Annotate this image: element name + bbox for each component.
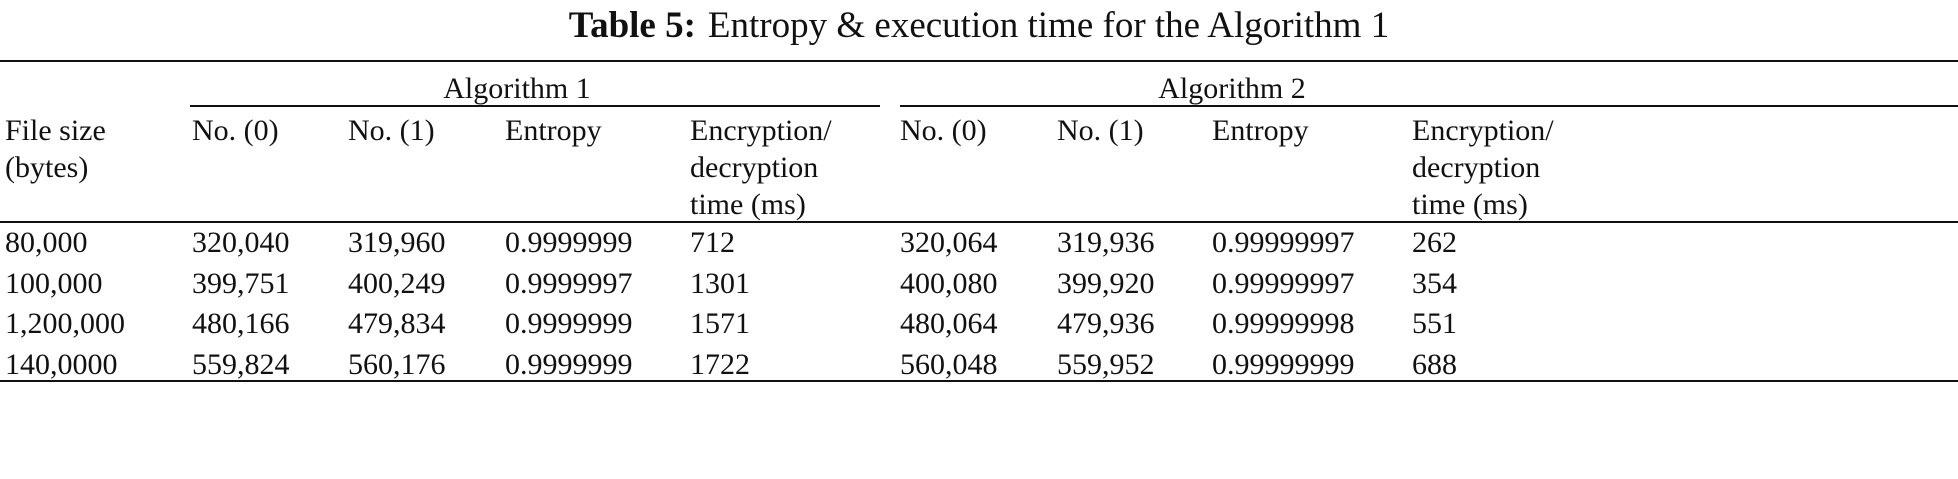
group-header: Algorithm 1 [443, 72, 591, 105]
table-cell: 560,176 [348, 347, 446, 381]
column-header: Entropy [505, 114, 602, 147]
table-cell: 0.99999997 [1212, 266, 1355, 300]
top-rule [0, 60, 1958, 62]
table-caption: Table 5: Entropy & execution time for the… [0, 4, 1958, 47]
table-cell: 0.9999999 [505, 307, 633, 340]
caption-text: Entropy & execution time for the Algorit… [707, 5, 1390, 46]
column-header: File size [5, 114, 106, 147]
table-cell: 480,064 [900, 307, 998, 340]
table-cell: 320,040 [192, 226, 290, 259]
table-cell: 551 [1412, 307, 1457, 340]
table-cell: 0.9999997 [505, 266, 633, 300]
table-cell: 319,936 [1057, 226, 1155, 259]
table-cell: 140,0000 [5, 347, 118, 381]
table-cell: 480,166 [192, 307, 290, 340]
table-cell: 262 [1412, 226, 1457, 259]
column-header: time (ms) [1412, 188, 1528, 221]
table-cell: 400,080 [900, 266, 998, 300]
header-rule [0, 221, 1958, 223]
column-header: No. (0) [192, 114, 279, 147]
column-header: Entropy [1212, 114, 1309, 147]
column-header: Encryption/ [1412, 114, 1554, 147]
table-cell: 479,834 [348, 307, 446, 340]
table-cell: 559,824 [192, 347, 290, 381]
table-cell: 399,751 [192, 266, 290, 300]
table-cell: 560,048 [900, 347, 998, 381]
table-cell: 1722 [690, 347, 750, 381]
column-header: Encryption/ [690, 114, 832, 147]
column-header: decryption [1412, 151, 1541, 184]
table-cell: 354 [1412, 266, 1457, 300]
table-cell: 1,200,000 [5, 307, 125, 340]
column-header: No. (1) [1057, 114, 1144, 147]
table-cell: 559,952 [1057, 347, 1155, 381]
table-cell: 100,000 [5, 266, 103, 300]
table-cell: 80,000 [5, 226, 88, 259]
column-header: No. (1) [348, 114, 435, 147]
table-cell: 400,249 [348, 266, 446, 300]
table-cell: 479,936 [1057, 307, 1155, 340]
column-header: decryption [690, 151, 819, 184]
table-cell: 0.99999999 [1212, 347, 1355, 381]
group-header: Algorithm 2 [1158, 72, 1306, 105]
table-cell: 1301 [690, 266, 750, 300]
bottom-rule [0, 380, 1958, 382]
group-rule [190, 105, 880, 107]
table-cell: 0.9999999 [505, 347, 633, 381]
table-cell: 0.99999998 [1212, 307, 1355, 340]
table-cell: 399,920 [1057, 266, 1155, 300]
table-cell: 712 [690, 226, 735, 259]
table-cell: 0.99999997 [1212, 226, 1355, 259]
table-cell: 320,064 [900, 226, 998, 259]
table-cell: 688 [1412, 347, 1457, 381]
caption-label: Table 5: [568, 5, 696, 46]
column-header: (bytes) [5, 151, 89, 184]
column-header: No. (0) [900, 114, 987, 147]
group-rule [900, 105, 1958, 107]
table-cell: 1571 [690, 307, 750, 340]
table-cell: 319,960 [348, 226, 446, 259]
column-header: time (ms) [690, 188, 806, 221]
table-cell: 0.9999999 [505, 226, 633, 259]
